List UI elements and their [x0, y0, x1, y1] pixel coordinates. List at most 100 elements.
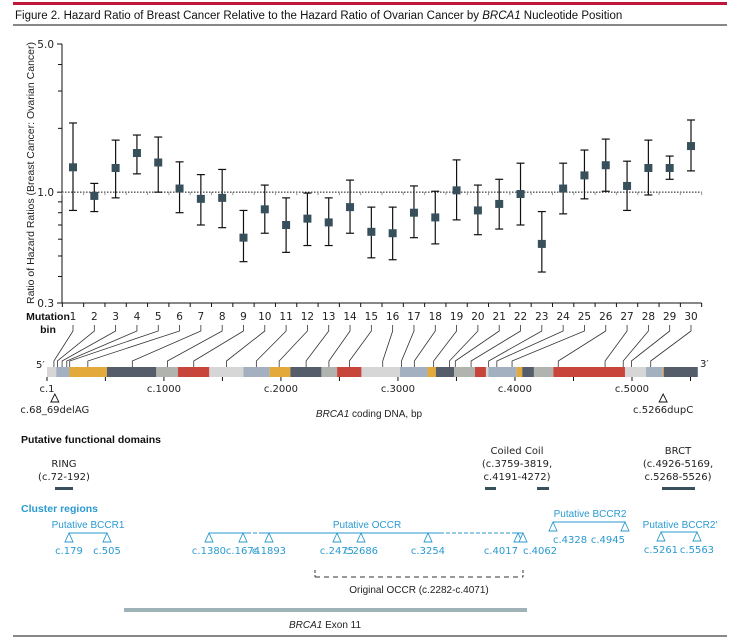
coiled-coil-label: Coiled Coil: [491, 446, 544, 457]
gene-segment-dark: [290, 367, 322, 377]
data-point-7: [196, 174, 205, 226]
bin-connector: [167, 325, 223, 367]
cluster-mutation-marker: [64, 531, 74, 543]
gene-segment-light: [485, 367, 489, 377]
data-point-17: [409, 185, 418, 239]
data-point-20: [473, 184, 482, 236]
cluster-region-name: Putative BCCR1: [52, 520, 125, 531]
bin-label: 11: [279, 311, 292, 323]
data-point-1: [69, 122, 77, 212]
bin-connector: [622, 325, 649, 367]
gene-segment-red: [553, 367, 625, 377]
bin-connector: [305, 325, 330, 367]
brct-label: BRCT: [665, 446, 692, 457]
data-point-9: [239, 209, 248, 263]
exon-11-bar: [124, 608, 527, 612]
gene-segment-blue: [243, 367, 270, 377]
point-marker: [495, 199, 504, 208]
cluster-mutation-label: c.5261: [644, 545, 678, 556]
gene-segment-dark: [106, 367, 157, 377]
gene-segment-gold: [69, 367, 107, 377]
bin-label: 1: [70, 311, 77, 323]
bin-label: 14: [343, 311, 357, 323]
gene-segment-dark: [435, 367, 455, 377]
gene-tick-label: c.1000: [147, 384, 181, 395]
cluster-mutation-label: c.1674: [226, 546, 260, 557]
data-point-16: [388, 206, 397, 261]
bin-label: 20: [471, 311, 484, 323]
data-point-26: [601, 138, 610, 192]
bin-label: 19: [450, 311, 463, 323]
founder-mutation-label: c.68_69delAG: [20, 405, 89, 416]
cluster-region-name: Putative OCCR: [333, 520, 401, 531]
data-point-4: [132, 134, 141, 175]
point-marker: [623, 181, 632, 190]
gene-segment-light: [209, 367, 244, 377]
data-point-18: [431, 190, 440, 245]
data-point-15: [367, 206, 376, 259]
coiled-coil-bar: [485, 487, 496, 490]
brct-range-1: (c.4926-5169,: [643, 459, 713, 470]
data-point-27: [623, 160, 632, 212]
bin-connector: [131, 325, 202, 367]
point-marker: [69, 163, 77, 172]
bin-connector: [433, 325, 457, 367]
cluster-mutation-label: c.3254: [411, 546, 445, 557]
bin-connector: [53, 325, 74, 367]
coiled-coil-range-2: c.4191-4272): [483, 472, 550, 483]
cluster-mutation-marker: [356, 531, 366, 543]
three-prime-label: 3′: [700, 359, 709, 370]
cluster-mutation-marker: [518, 531, 528, 543]
gene-segment-gray: [156, 367, 178, 377]
point-marker: [473, 206, 482, 215]
data-point-2: [90, 182, 99, 213]
cluster-region: Putative BCCR2′ c.5261 c.5563: [643, 520, 718, 556]
bin-label: 18: [429, 311, 442, 323]
point-marker: [154, 158, 163, 167]
gene-segment-gray: [454, 367, 475, 377]
gene-axis-label-rest: coding DNA, bp: [349, 409, 422, 420]
bin-connector: [66, 325, 138, 367]
bin-connector: [470, 325, 521, 367]
bin-label: 23: [535, 311, 548, 323]
gene-tick-label: c.1: [39, 384, 54, 395]
point-marker: [132, 149, 141, 158]
figure-title: Figure 2. Hazard Ratio of Breast Cancer …: [15, 10, 622, 22]
bin-label: 26: [599, 311, 613, 323]
gene-axis-label-gene: BRCA1: [316, 409, 349, 420]
founder-mutation-marker: [50, 392, 60, 403]
bin-connector: [61, 325, 117, 367]
original-occr-label: Original OCCR (c.2282-c.4071): [349, 585, 489, 596]
y-tick-label: 0.3: [37, 298, 54, 310]
bin-connector: [511, 325, 585, 367]
gene-segment-light: [361, 367, 400, 377]
ring-range: (c.72-192): [38, 472, 90, 483]
point-marker: [388, 229, 397, 238]
bin-label: 28: [642, 311, 655, 323]
cluster-mutation-label: c.2475: [320, 546, 354, 557]
point-marker: [409, 208, 418, 217]
cluster-mutation-marker: [204, 531, 214, 543]
cluster-regions: Putative BCCR1 c.179 c.505 Putative OCCR c.1…: [52, 509, 718, 557]
data-point-13: [324, 197, 333, 247]
bin-connector: [328, 325, 351, 367]
functional-domains: RING (c.72-192) Coiled Coil (c.3759-3819, c.…: [38, 446, 713, 490]
y-tick-label: 1.0: [37, 187, 54, 199]
bin-connector: [69, 325, 159, 367]
cluster-mutation-label: c.179: [55, 546, 83, 557]
data-point-22: [516, 162, 525, 226]
point-marker: [559, 184, 568, 193]
cluster-mutation-label: c.1893: [252, 546, 286, 557]
data-point-23: [537, 210, 546, 273]
bin-label: 5: [155, 311, 162, 323]
gene-segment-gray: [321, 367, 338, 377]
point-marker: [601, 161, 610, 170]
exon-label-rest: Exon 11: [322, 620, 361, 631]
bin-label: 27: [620, 311, 633, 323]
bin-connector: [193, 325, 244, 367]
data-point-10: [260, 184, 269, 234]
data-point-28: [644, 139, 653, 196]
bin-connector: [57, 325, 95, 367]
cluster-mutation-label: c.5563: [680, 545, 714, 556]
